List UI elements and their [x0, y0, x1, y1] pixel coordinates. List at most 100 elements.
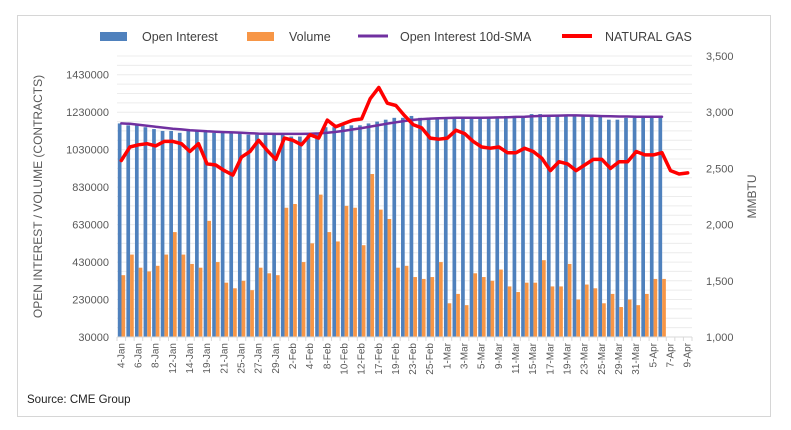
x-tick-label: 11-Mar — [511, 342, 522, 374]
bar-volume — [490, 280, 495, 337]
bar-volume — [327, 232, 332, 337]
bar-volume — [421, 278, 426, 337]
bar-volume — [464, 305, 469, 337]
bar-volume — [147, 271, 151, 337]
bar-open-interest — [306, 134, 311, 337]
y2-tick-label: 2,000 — [706, 220, 734, 232]
bar-volume — [610, 293, 615, 337]
y-tick-label: 1430000 — [66, 70, 109, 82]
bar-open-interest — [469, 117, 474, 337]
bar-volume — [361, 245, 366, 337]
y2-tick-label: 1,000 — [706, 332, 734, 344]
bar-volume — [258, 267, 263, 337]
bar-open-interest — [255, 134, 259, 337]
bar-open-interest — [186, 130, 191, 337]
bar-volume — [602, 303, 606, 337]
bar-open-interest — [615, 119, 620, 338]
x-tick-label: 8-Feb — [322, 343, 333, 370]
y-tick-label: 630000 — [72, 220, 109, 232]
bar-volume — [121, 275, 126, 337]
bar-open-interest — [478, 117, 482, 337]
y-axis-title: OPEN INTEREST / VOLUME (CONTRACTS) — [31, 75, 45, 318]
y-tick-label: 30000 — [78, 332, 109, 344]
x-tick-label: 25-Mar — [597, 342, 608, 374]
x-tick-label: 21-Jan — [219, 343, 230, 374]
bar-volume — [353, 207, 357, 337]
bar-open-interest — [461, 117, 465, 337]
bar-volume — [250, 290, 254, 337]
bar-open-interest — [237, 132, 242, 337]
bar-open-interest — [229, 132, 234, 337]
bar-open-interest — [323, 127, 328, 337]
bar-volume — [567, 263, 572, 337]
bar-open-interest — [418, 117, 422, 337]
bar-open-interest — [658, 115, 663, 338]
bar-open-interest — [538, 114, 543, 337]
bar-volume — [481, 277, 486, 337]
bar-open-interest — [624, 117, 628, 337]
bar-open-interest — [581, 115, 585, 338]
legend-swatch — [100, 32, 127, 41]
bar-volume — [413, 277, 417, 337]
bar-volume — [396, 267, 400, 337]
bar-open-interest — [392, 117, 397, 337]
y2-tick-label: 3,000 — [706, 107, 734, 119]
bar-open-interest — [503, 115, 508, 338]
bar-open-interest — [152, 129, 156, 337]
bar-open-interest — [606, 119, 611, 338]
x-tick-label: 7-Apr — [666, 342, 677, 367]
x-tick-label: 5-Apr — [648, 342, 659, 367]
bar-volume — [241, 280, 246, 337]
bar-volume — [439, 262, 443, 337]
y-tick-label: 1030000 — [66, 145, 109, 157]
bar-volume — [584, 284, 589, 337]
bar-open-interest — [546, 115, 551, 338]
bar-open-interest — [452, 117, 457, 337]
x-tick-label: 14-Jan — [185, 343, 196, 374]
bar-open-interest — [443, 117, 448, 337]
bar-open-interest — [212, 132, 216, 337]
bar-open-interest — [375, 121, 379, 337]
y-tick-label: 1230000 — [66, 107, 109, 119]
bar-open-interest — [203, 130, 208, 337]
bar-open-interest — [572, 115, 577, 338]
bar-open-interest — [246, 134, 251, 337]
bar-open-interest — [289, 136, 294, 337]
y-tick-label: 830000 — [72, 182, 109, 194]
bar-open-interest — [349, 125, 354, 338]
y2-tick-label: 1,500 — [706, 276, 734, 288]
bar-open-interest — [263, 134, 268, 337]
bar-volume — [215, 262, 220, 337]
x-tick-label: 15-Mar — [528, 342, 539, 374]
legend-label: Volume — [289, 30, 331, 44]
bar-volume — [516, 292, 520, 337]
x-tick-label: 25-Feb — [425, 343, 436, 375]
x-tick-label: 4-Feb — [305, 343, 316, 370]
bar-open-interest — [564, 115, 568, 338]
x-tick-label: 8-Jan — [151, 343, 162, 368]
x-tick-label: 12-Feb — [357, 343, 368, 375]
y2-tick-label: 3,500 — [706, 51, 734, 63]
bar-open-interest — [589, 115, 594, 338]
bar-open-interest — [512, 115, 517, 338]
legend-label: Open Interest — [142, 30, 218, 44]
x-tick-label: 12-Jan — [168, 343, 179, 374]
bar-open-interest — [555, 115, 560, 338]
bar-volume — [387, 218, 392, 337]
bar-volume — [344, 205, 349, 337]
x-tick-label: 17-Feb — [374, 343, 385, 375]
bar-open-interest — [632, 117, 637, 337]
bar-volume — [447, 303, 452, 337]
bar-volume — [164, 254, 169, 337]
y2-tick-label: 2,500 — [706, 163, 734, 175]
x-tick-label: 4-Jan — [116, 343, 127, 368]
bar-open-interest — [641, 117, 645, 337]
bar-volume — [275, 275, 280, 337]
bar-volume — [301, 262, 306, 337]
bar-volume — [198, 267, 203, 337]
bar-open-interest — [134, 125, 139, 338]
bar-open-interest — [409, 115, 414, 338]
x-tick-label: 10-Feb — [339, 343, 350, 375]
x-tick-label: 6-Jan — [133, 343, 144, 368]
bar-volume — [559, 286, 563, 337]
